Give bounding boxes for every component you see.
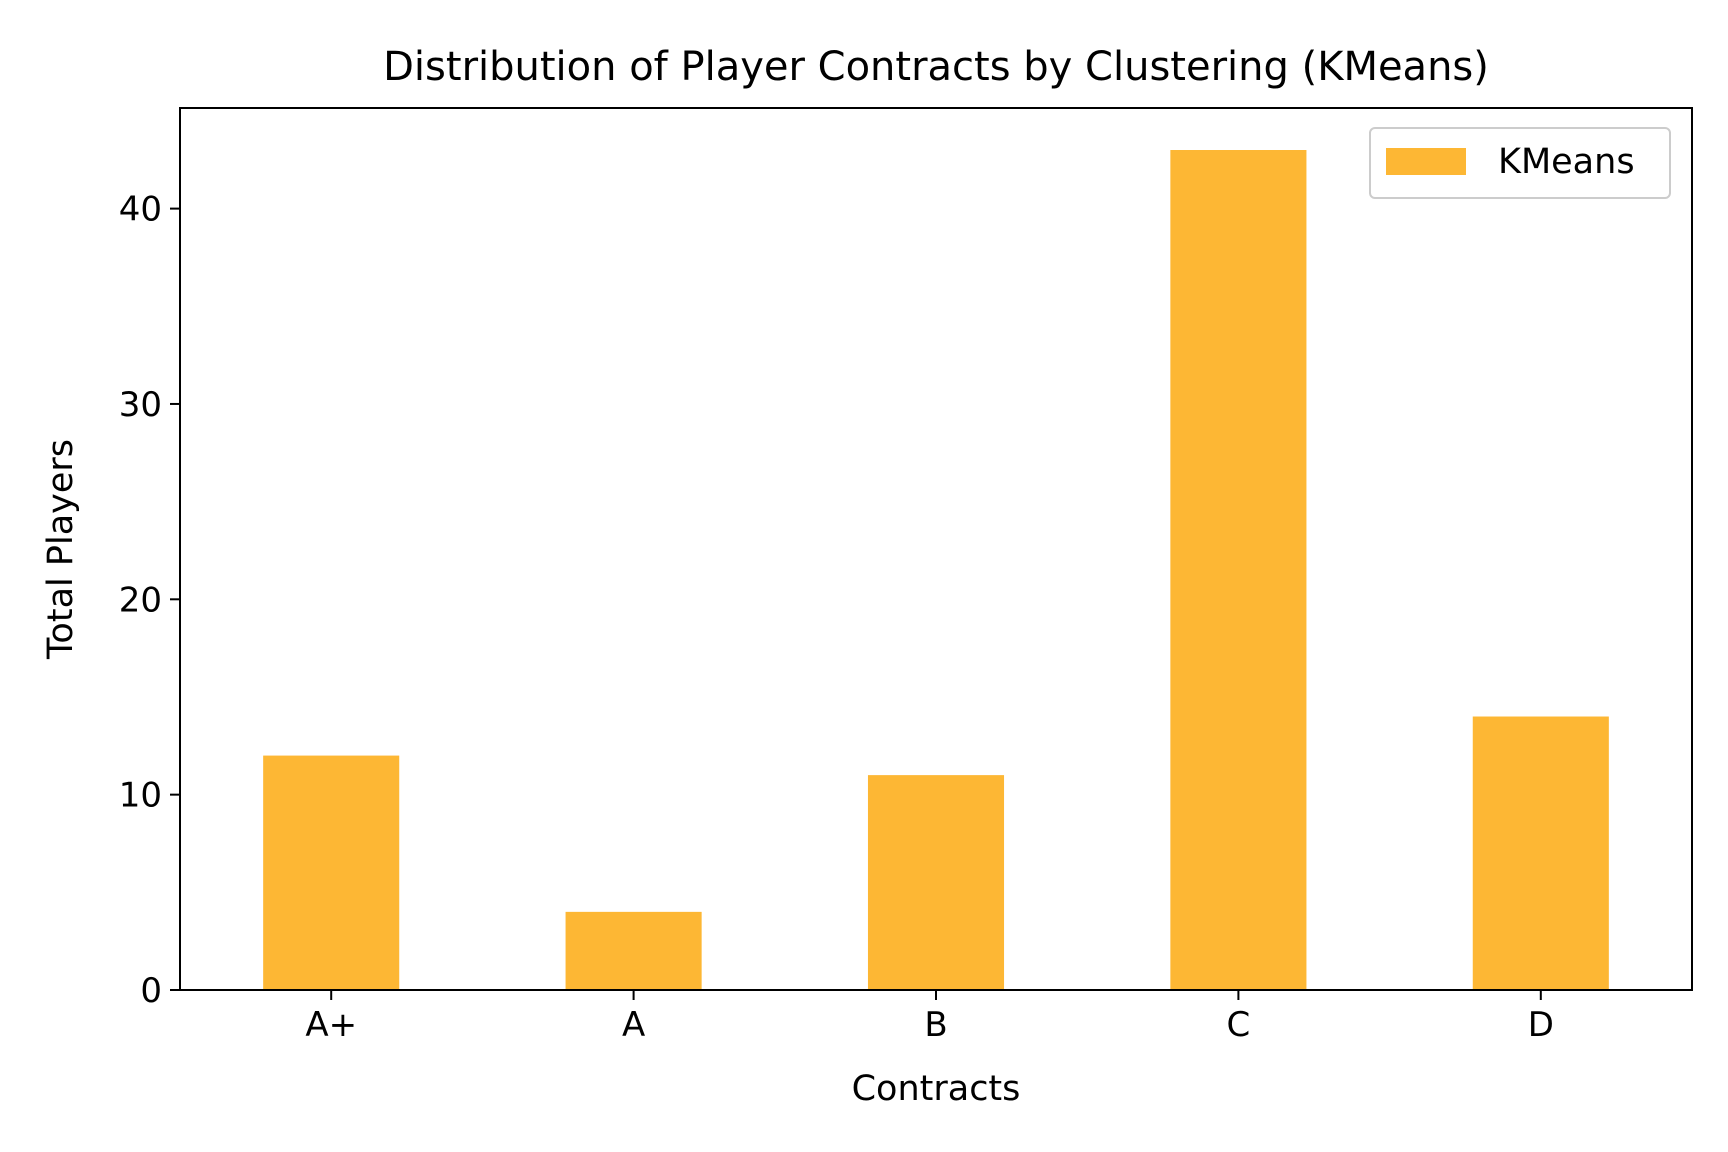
y-axis-label: Total Players — [41, 439, 81, 660]
bar-a-plus — [263, 755, 400, 990]
x-tick-label: D — [1528, 1005, 1554, 1045]
y-tick-label: 0 — [140, 971, 162, 1011]
bar-d — [1472, 716, 1609, 990]
x-axis: A+ A B C D — [305, 990, 1554, 1045]
y-tick-label: 30 — [119, 385, 162, 425]
legend: KMeans — [1369, 127, 1671, 199]
x-axis-label: Contracts — [852, 1069, 1021, 1109]
bar-a — [565, 911, 702, 990]
y-tick-label: 10 — [119, 776, 162, 816]
y-axis: 0 10 20 30 40 — [119, 190, 180, 1011]
y-tick-label: 40 — [119, 190, 162, 230]
legend-swatch — [1386, 148, 1466, 175]
x-tick-label: B — [924, 1005, 947, 1045]
x-tick-label: A+ — [305, 1005, 357, 1045]
bar-c — [1170, 150, 1307, 990]
bar-b — [867, 775, 1005, 990]
x-tick-label: C — [1227, 1005, 1251, 1045]
legend-label: KMeans — [1498, 142, 1635, 182]
chart-title: Distribution of Player Contracts by Clus… — [383, 44, 1489, 90]
legend-box — [1369, 127, 1671, 199]
y-tick-label: 20 — [119, 580, 162, 620]
bars-group — [263, 150, 1609, 990]
x-tick-label: A — [622, 1005, 645, 1045]
